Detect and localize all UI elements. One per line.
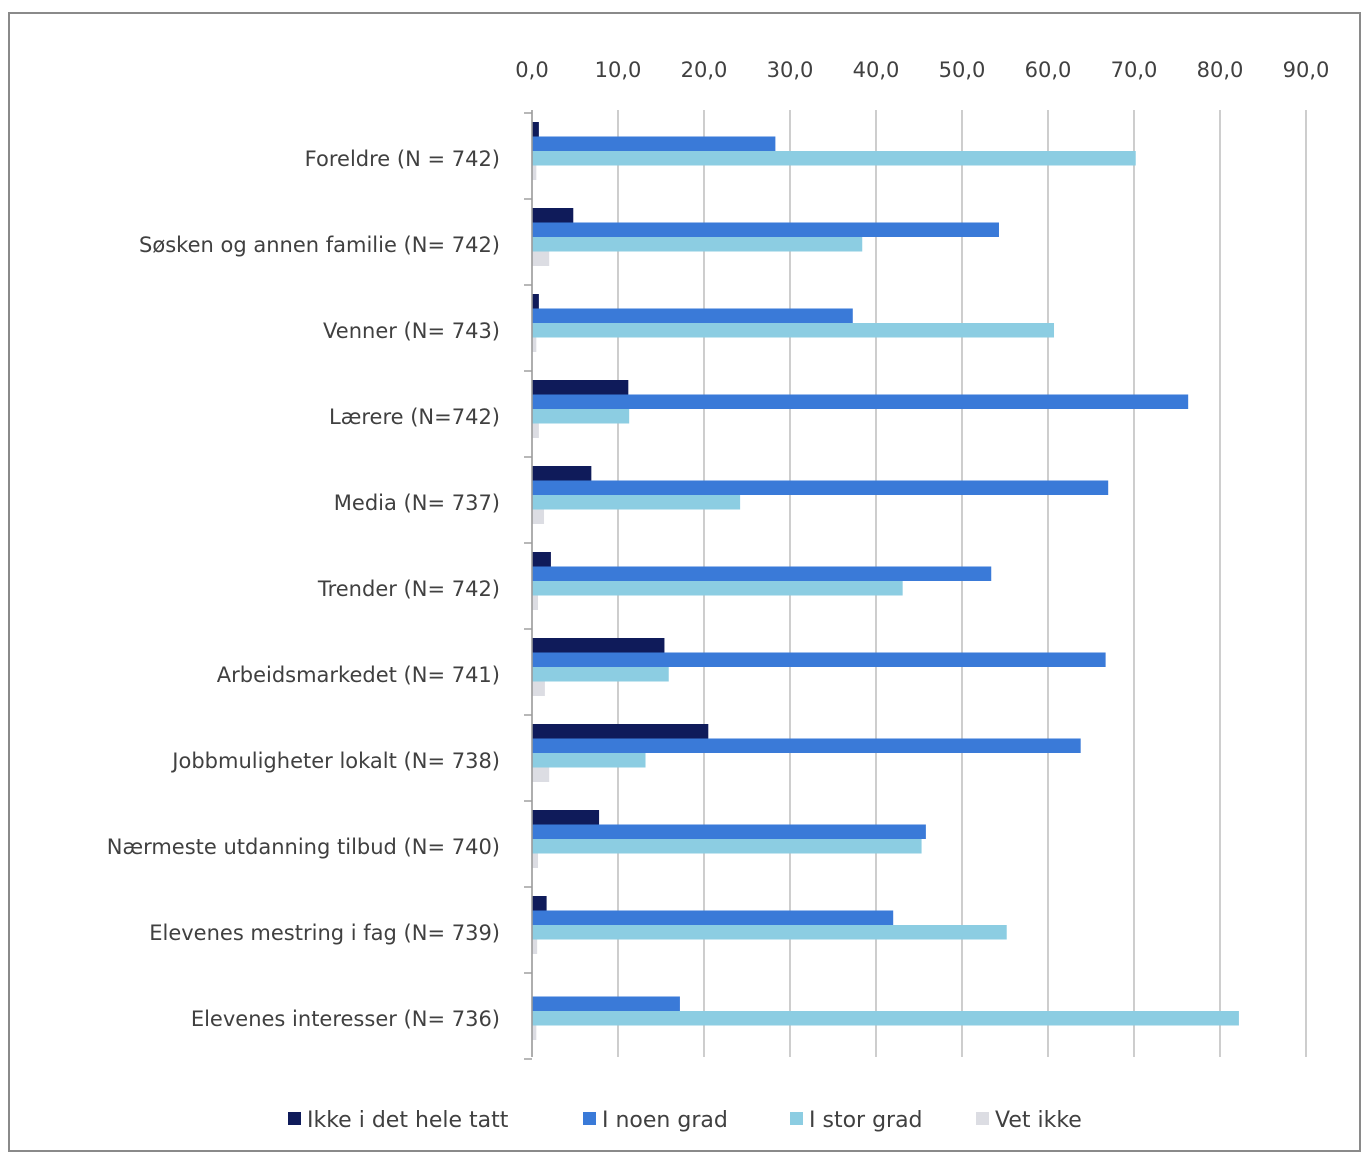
bar — [532, 480, 1109, 495]
x-tick-label: 50,0 — [939, 58, 986, 82]
category-label: Elevenes mestring i fag (N= 739) — [149, 921, 500, 945]
category-label: Søsken og annen familie (N= 742) — [139, 233, 500, 257]
category-label: Lærere (N=742) — [329, 405, 500, 429]
legend-label: Vet ikke — [995, 1108, 1082, 1133]
bar — [532, 380, 629, 395]
category-label: Jobbmuligheter lokalt (N= 738) — [170, 749, 500, 773]
legend-item: Vet ikke — [976, 1108, 1082, 1133]
category-label: Arbeidsmarkedet (N= 741) — [217, 663, 500, 687]
bar — [532, 222, 999, 237]
bar — [532, 323, 1055, 338]
x-tick-label: 70,0 — [1111, 58, 1158, 82]
bar — [532, 122, 539, 137]
bar — [532, 681, 545, 696]
bar — [532, 165, 537, 180]
bar — [532, 566, 992, 581]
category-label: Foreldre (N = 742) — [305, 147, 500, 171]
bar — [532, 1011, 1239, 1026]
bar — [532, 939, 538, 954]
legend-label: I stor grad — [809, 1108, 923, 1133]
bar — [532, 767, 550, 782]
gridlines — [617, 110, 1307, 1057]
x-tick-label: 60,0 — [1025, 58, 1072, 82]
bar — [532, 925, 1007, 940]
bar — [532, 996, 680, 1011]
bar — [532, 251, 550, 266]
bar — [532, 638, 665, 653]
x-tick-labels: 0,0 10,0 20,0 30,0 40,0 50,0 60,0 70,0 80,0 90,0 — [515, 58, 1329, 82]
bar — [532, 581, 903, 596]
bar — [532, 839, 922, 854]
x-tick-label: 0,0 — [515, 58, 548, 82]
bar — [532, 509, 545, 524]
x-tick-label: 80,0 — [1197, 58, 1244, 82]
category-label: Media (N= 737) — [334, 491, 500, 515]
category-label: Nærmeste utdanning tilbud (N= 740) — [107, 835, 500, 859]
category-labels: Foreldre (N = 742) Søsken og annen famili… — [107, 147, 500, 1031]
x-tick-label: 30,0 — [767, 58, 814, 82]
bar — [532, 552, 551, 567]
bar — [532, 853, 539, 868]
bar — [532, 208, 574, 223]
bar — [532, 136, 776, 151]
bar — [532, 910, 894, 925]
legend-item: I noen grad — [583, 1108, 728, 1133]
x-tick-label: 90,0 — [1283, 58, 1330, 82]
bar — [532, 1025, 537, 1040]
bar — [532, 595, 539, 610]
bar — [532, 652, 1106, 667]
bar — [532, 151, 1136, 166]
legend-item: Ikke i det hele tatt — [288, 1108, 509, 1133]
bar — [532, 294, 539, 309]
bar — [532, 337, 537, 352]
bar — [532, 738, 1081, 753]
bars — [532, 122, 1239, 1040]
bar — [532, 667, 669, 682]
x-tick-label: 40,0 — [853, 58, 900, 82]
legend-swatch — [583, 1112, 596, 1125]
bar — [532, 308, 853, 323]
axes — [524, 110, 533, 1060]
bar — [532, 394, 1189, 409]
legend: Ikke i det hele tatt I noen grad I stor gr… — [288, 1108, 1082, 1133]
bar — [532, 495, 741, 510]
legend-swatch — [976, 1112, 989, 1125]
bar — [532, 423, 539, 438]
bar — [532, 824, 926, 839]
legend-label: Ikke i det hele tatt — [307, 1108, 509, 1133]
category-label: Elevenes interesser (N= 736) — [191, 1007, 500, 1031]
bar — [532, 810, 600, 825]
legend-item: I stor grad — [790, 1108, 923, 1133]
category-label: Trender (N= 742) — [317, 577, 500, 601]
bar — [532, 466, 592, 481]
bar — [532, 896, 547, 911]
x-tick-label: 10,0 — [595, 58, 642, 82]
legend-swatch — [288, 1112, 301, 1125]
bar — [532, 409, 630, 424]
bar — [532, 724, 709, 739]
bar — [532, 753, 646, 768]
legend-swatch — [790, 1112, 803, 1125]
bar — [532, 237, 863, 252]
legend-label: I noen grad — [602, 1108, 728, 1133]
x-tick-label: 20,0 — [681, 58, 728, 82]
category-label: Venner (N= 743) — [323, 319, 500, 343]
